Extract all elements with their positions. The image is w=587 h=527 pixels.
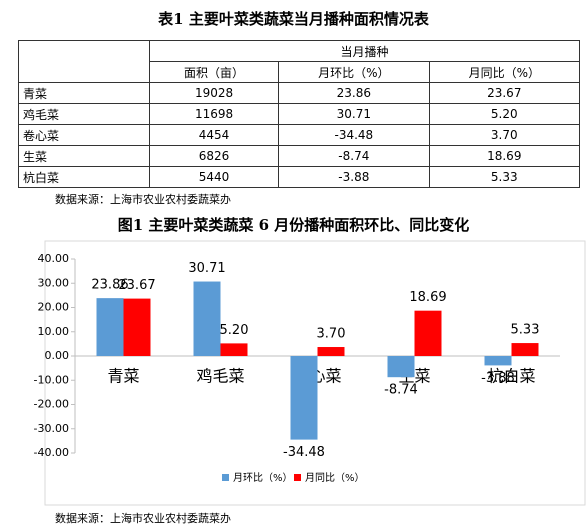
table-title: 表1 主要叶菜类蔬菜当月播种面积情况表 — [158, 10, 429, 28]
chart-frame — [44, 240, 586, 506]
x-tick-label: 鸡毛菜 — [196, 367, 244, 386]
table-source: 数据来源：上海市农业农村委蔬菜办 — [55, 193, 231, 206]
chart-title: 图1 主要叶菜类蔬菜 6 月份播种面积环比、同比变化 — [117, 216, 470, 234]
value-label: 23.67 — [118, 278, 155, 293]
x-tick-label: 青菜 — [107, 367, 139, 386]
column-header: 月同比（%） — [428, 61, 581, 83]
value-label: -8.74 — [384, 383, 418, 398]
table-row: 鸡毛菜 11698 30.71 5.20 — [18, 103, 581, 125]
bar — [290, 356, 318, 440]
y-tick-label: 40.00 — [38, 252, 70, 265]
bar — [414, 310, 442, 356]
legend-label: 月同比（%） — [305, 472, 365, 484]
value-label: 18.69 — [409, 290, 446, 305]
cell: 5.33 — [428, 166, 581, 188]
bar — [387, 356, 415, 378]
y-tick-label: -40.00 — [34, 446, 69, 459]
cell: 11698 — [148, 103, 280, 125]
y-tick-label: -30.00 — [34, 422, 69, 435]
table-row: 杭白菜 5440 -3.88 5.33 — [18, 166, 581, 188]
value-label: 23.86 — [91, 278, 128, 293]
chart-source: 数据来源：上海市农业农村委蔬菜办 — [55, 512, 231, 525]
bar — [123, 298, 151, 356]
value-label: 5.20 — [220, 323, 249, 338]
y-tick-label: 30.00 — [38, 276, 70, 289]
y-tick-label: 0.00 — [45, 349, 70, 362]
legend-label: 月环比（%） — [233, 472, 293, 484]
legend-swatch — [294, 474, 301, 481]
y-tick-label: -20.00 — [34, 398, 69, 411]
value-label: -34.48 — [283, 445, 325, 460]
bar — [317, 347, 345, 356]
bar — [511, 343, 539, 356]
row-label: 卷心菜 — [18, 124, 150, 146]
value-label: -3.88 — [481, 371, 515, 386]
bar — [484, 356, 512, 366]
value-label: 3.70 — [317, 327, 346, 342]
data-table: 当月播种 面积（亩） 月环比（%） 月同比（%） 青菜 19028 23.86 23.67… — [18, 40, 581, 188]
corner-cell — [18, 40, 150, 83]
value-label: 5.33 — [511, 323, 540, 338]
value-label: 30.71 — [188, 261, 225, 276]
cell: -3.88 — [278, 166, 430, 188]
x-tick-label: 杭白菜 — [487, 367, 535, 386]
row-label: 鸡毛菜 — [18, 103, 150, 125]
y-tick-label: -10.00 — [34, 373, 69, 386]
row-label: 杭白菜 — [18, 166, 150, 188]
legend-swatch — [222, 474, 229, 481]
bar — [96, 298, 124, 356]
cell: 4454 — [148, 124, 280, 146]
y-tick-label: 20.00 — [38, 301, 70, 314]
bar — [193, 281, 221, 356]
bar — [220, 343, 248, 356]
table-row: 生菜 6826 -8.74 18.69 — [18, 145, 581, 167]
y-tick-label: 10.00 — [38, 325, 70, 338]
